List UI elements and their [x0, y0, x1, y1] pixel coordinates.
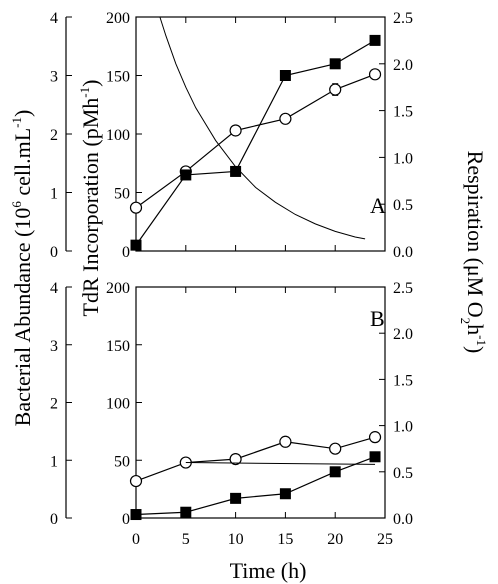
data-point-circle-b — [368, 431, 382, 444]
data-point-circle-b — [279, 435, 292, 448]
data-point-square-b — [279, 488, 291, 500]
data-point-square-b — [230, 492, 242, 504]
respiration-tick-label-a: 2.5 — [393, 10, 413, 27]
data-point-circle-b — [129, 474, 143, 488]
panel-label-a: A — [370, 193, 386, 218]
abundance-tick-label-a: 2 — [50, 127, 58, 144]
tdr-tick-label-b: 50 — [114, 453, 130, 470]
respiration-tick-label-b: 0.5 — [393, 465, 413, 482]
panel-label-b: B — [370, 306, 385, 331]
x-tick-label: 5 — [182, 531, 190, 548]
data-point-square-b — [180, 506, 192, 518]
tdr-tick-label-b: 100 — [106, 396, 130, 413]
x-axis-title: Time (h) — [230, 558, 307, 583]
abundance-tick-label-a: 0 — [50, 244, 58, 261]
series-line-square-b — [135, 456, 376, 516]
data-point-square-a — [130, 239, 142, 251]
abundance-tick-label-b: 3 — [50, 338, 58, 355]
respiration-tick-label-b: 0.0 — [393, 511, 413, 528]
data-point-square-a — [180, 169, 192, 181]
chart-marks — [129, 16, 382, 521]
respiration-tick-label-a: 2.0 — [393, 57, 413, 74]
tdr-tick-label-a: 100 — [106, 127, 130, 144]
axis-ticks: 012340501001502000.00.51.01.52.02.501234… — [50, 10, 413, 548]
tdr-tick-label-a: 150 — [106, 69, 130, 86]
data-point-square-a — [329, 58, 341, 70]
respiration-tick-label-b: 2.0 — [393, 326, 413, 343]
x-tick-label: 15 — [277, 531, 293, 548]
tdr-tick-label-b: 0 — [122, 511, 130, 528]
panel-a-box — [135, 16, 386, 252]
respiration-tick-label-a: 0.0 — [393, 244, 413, 261]
abundance-tick-label-b: 4 — [50, 280, 58, 297]
series-line-square-a — [135, 39, 376, 246]
data-point-circle-a — [279, 112, 292, 125]
tdr-tick-label-b: 150 — [106, 338, 130, 355]
data-point-circle-a — [368, 68, 382, 81]
abundance-tick-label-b: 1 — [50, 453, 58, 470]
x-tick-label: 25 — [377, 531, 393, 548]
respiration-tick-label-b: 2.5 — [393, 280, 413, 297]
tdr-axis-title: TdR Incorporation (pMh-1) — [77, 80, 103, 317]
tdr-tick-label-a: 200 — [106, 10, 130, 27]
respiration-axis-title: Respiration (μM O2h-1) — [458, 151, 489, 354]
respiration-tick-label-b: 1.5 — [393, 372, 413, 389]
data-point-circle-a — [229, 124, 242, 137]
respiration-tick-label-a: 1.5 — [393, 104, 413, 121]
panel-b-box — [135, 286, 386, 519]
abundance-tick-label-a: 1 — [50, 186, 58, 203]
tdr-tick-label-a: 50 — [114, 186, 130, 203]
data-point-square-a — [369, 34, 381, 46]
respiration-line-b — [185, 462, 376, 465]
abundance-tick-label-b: 0 — [50, 511, 58, 528]
data-point-circle-b — [329, 442, 342, 455]
abundance-tick-label-b: 2 — [50, 396, 58, 413]
data-point-square-a — [279, 70, 291, 81]
respiration-tick-label-b: 1.0 — [393, 419, 413, 436]
respiration-tick-label-a: 0.5 — [393, 197, 413, 214]
x-tick-label: 20 — [327, 531, 343, 548]
data-point-square-b — [329, 466, 341, 478]
series-line-circle-b — [135, 436, 376, 482]
data-point-circle-a — [129, 201, 143, 214]
abundance-tick-label-a: 3 — [50, 69, 58, 86]
x-tick-label: 10 — [228, 531, 244, 548]
data-point-square-a — [230, 165, 242, 177]
data-point-square-b — [369, 451, 381, 463]
abundance-tick-label-a: 4 — [50, 10, 58, 27]
respiration-decay-curve-a — [159, 16, 366, 240]
tdr-tick-label-b: 200 — [106, 280, 130, 297]
respiration-tick-label-a: 1.0 — [393, 150, 413, 167]
x-tick-label: 0 — [132, 531, 140, 548]
abundance-axis-title: Bacterial Abundance (106 cell.mL-1) — [9, 110, 35, 427]
tdr-tick-label-a: 0 — [122, 244, 130, 261]
data-point-square-b — [130, 509, 142, 521]
data-point-circle-a — [329, 83, 342, 96]
data-point-circle-b — [229, 452, 242, 466]
